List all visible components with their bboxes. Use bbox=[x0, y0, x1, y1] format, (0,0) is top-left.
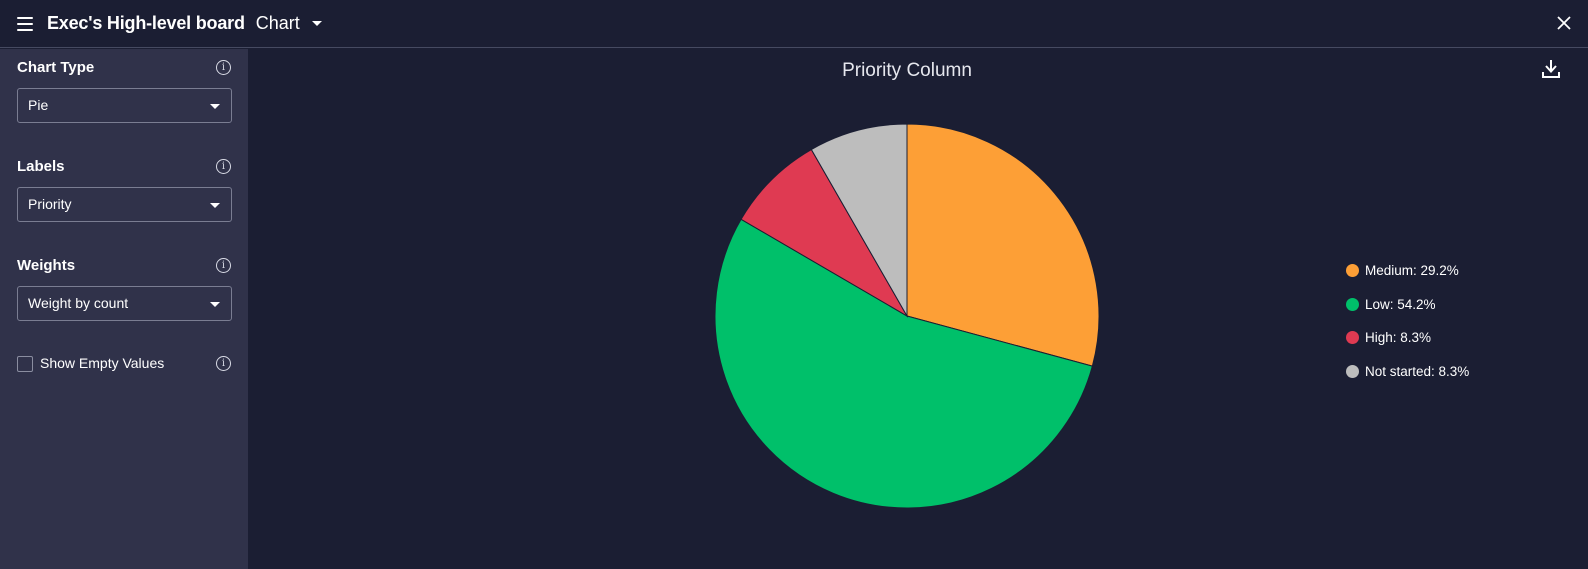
legend-swatch bbox=[1346, 331, 1359, 345]
hamburger-menu-icon[interactable] bbox=[17, 16, 33, 31]
pie-slice-not-started[interactable] bbox=[810, 123, 908, 318]
labels-label: Labels bbox=[17, 158, 65, 175]
pie-slice-high[interactable] bbox=[740, 148, 909, 318]
chart-type-value: Pie bbox=[28, 97, 49, 113]
download-icon[interactable] bbox=[1542, 59, 1560, 79]
legend-item[interactable]: Medium: 29.2% bbox=[1346, 254, 1469, 288]
chevron-down-icon bbox=[210, 203, 220, 208]
show-empty-values-checkbox[interactable] bbox=[17, 356, 33, 372]
pie-chart bbox=[714, 123, 1100, 509]
chevron-down-icon bbox=[210, 104, 220, 109]
chart-type-select[interactable]: Pie bbox=[17, 88, 232, 123]
board-title: Exec's High-level board bbox=[47, 13, 245, 33]
info-icon[interactable]: i bbox=[216, 258, 231, 273]
legend-swatch bbox=[1346, 264, 1359, 278]
info-icon[interactable]: i bbox=[216, 159, 231, 174]
chevron-down-icon[interactable] bbox=[311, 21, 322, 26]
pie-slice-medium[interactable] bbox=[906, 123, 1100, 367]
weights-label: Weights bbox=[17, 257, 76, 274]
info-icon[interactable]: i bbox=[216, 60, 231, 75]
legend-label: Not started: 8.3% bbox=[1365, 363, 1470, 379]
top-bar: Exec's High-level board Chart bbox=[0, 0, 1588, 48]
legend-item[interactable]: Low: 54.2% bbox=[1346, 288, 1469, 322]
chart-title: Priority Column bbox=[842, 60, 972, 81]
legend-swatch bbox=[1346, 364, 1359, 378]
labels-value: Priority bbox=[28, 196, 72, 212]
chart-area: Priority Column Medium: 29.2% Low: 54.2% H… bbox=[248, 49, 1588, 569]
legend-swatch bbox=[1346, 297, 1359, 311]
legend-label: High: 8.3% bbox=[1365, 330, 1432, 346]
weights-value: Weight by count bbox=[28, 295, 129, 311]
legend-item[interactable]: Not started: 8.3% bbox=[1346, 355, 1469, 389]
legend-label: Low: 54.2% bbox=[1365, 296, 1436, 312]
weights-select[interactable]: Weight by count bbox=[17, 286, 232, 321]
show-empty-values-label: Show Empty Values bbox=[40, 355, 165, 371]
legend-item[interactable]: High: 8.3% bbox=[1346, 321, 1469, 355]
labels-select[interactable]: Priority bbox=[17, 187, 232, 222]
legend-label: Medium: 29.2% bbox=[1365, 263, 1459, 279]
chart-settings-sidebar: Chart Type i Pie Labels i Priority Weigh… bbox=[0, 49, 248, 569]
chevron-down-icon bbox=[210, 302, 220, 307]
chart-type-label: Chart Type bbox=[17, 59, 95, 76]
view-name[interactable]: Chart bbox=[255, 13, 300, 33]
info-icon[interactable]: i bbox=[216, 356, 231, 371]
chart-legend: Medium: 29.2% Low: 54.2% High: 8.3% Not sta… bbox=[1346, 254, 1469, 388]
close-icon[interactable] bbox=[1556, 15, 1572, 31]
pie-slice-low[interactable] bbox=[714, 218, 1093, 509]
